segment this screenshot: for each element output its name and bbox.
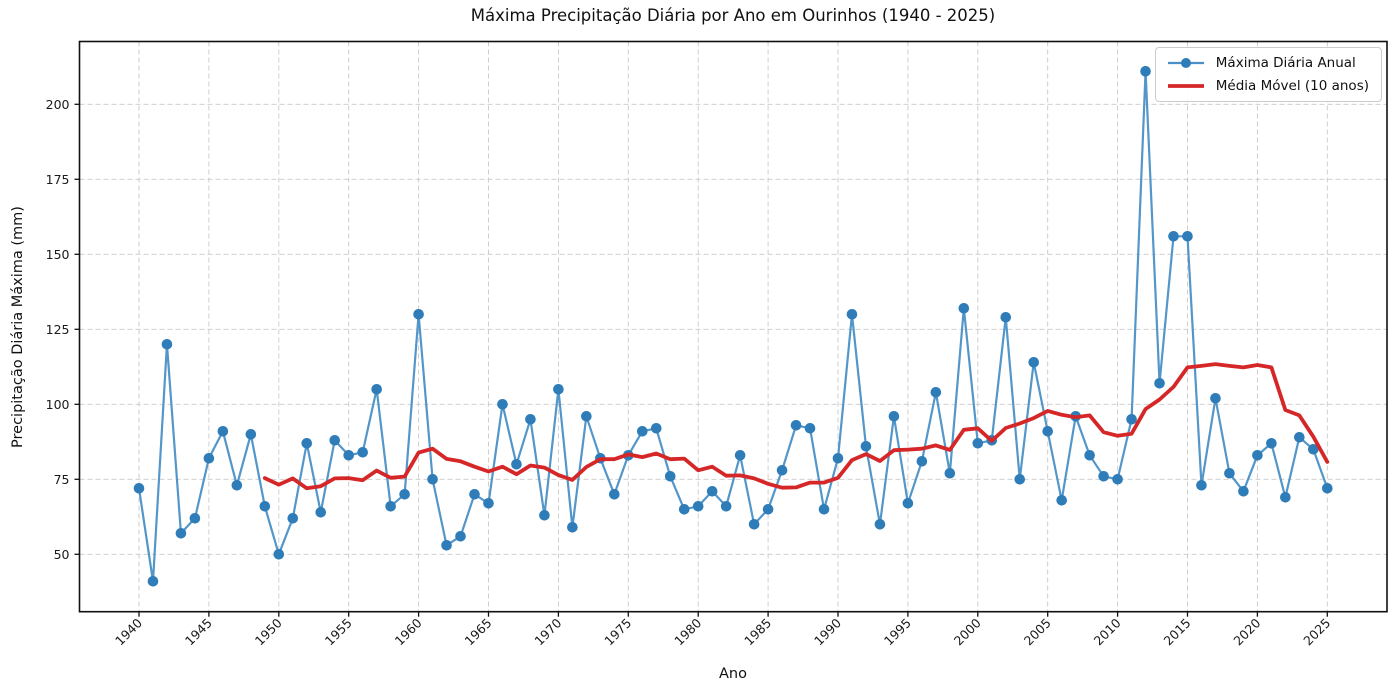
y-tick-label: 150 [46,247,70,262]
legend-label-moving-average: Média Móvel (10 anos) [1215,78,1369,94]
y-tick-label: 125 [46,322,70,337]
x-tick-label: 2020 [1230,615,1263,648]
y-tick-label: 175 [46,172,70,187]
x-axis-label: Ano [719,666,747,682]
x-tick-label: 1945 [182,615,215,648]
x-tick-label: 2025 [1300,615,1333,648]
y-tick-label: 50 [54,547,70,562]
y-axis-label: Precipitação Diária Máxima (mm) [10,206,26,448]
x-tick-label: 2005 [1021,615,1054,648]
x-tick-label: 1995 [881,615,914,648]
grid [79,41,1387,612]
annual-max-line [137,70,1329,583]
y-tick-label: 75 [54,472,70,487]
chart-title: Máxima Precipitação Diária por Ano em Ou… [470,6,996,25]
x-tick-label: 1960 [392,615,425,648]
x-tick-label: 1965 [462,615,495,648]
x-tick-label: 1990 [811,615,844,648]
x-tick-label: 2015 [1161,615,1194,648]
legend-thick-line-icon [1167,84,1204,88]
legend-item-moving-average: Média Móvel (10 anos) [1166,78,1369,94]
axes-spines [78,40,1388,613]
x-tick-label: 1980 [671,615,704,648]
tick-marks [74,103,1328,617]
legend-item-annual: Máxima Diária Anual [1166,55,1369,71]
x-tick-label: 1975 [601,615,634,648]
moving-average-line [262,362,1330,491]
x-tick-label: 1985 [741,615,774,648]
x-tick-label: 2000 [951,615,984,648]
legend-label-annual: Máxima Diária Anual [1215,55,1356,71]
x-tick-label: 1950 [252,615,285,648]
y-tick-label: 200 [46,97,70,112]
legend-line-marker-icon [1167,58,1204,68]
x-tick-label: 1970 [531,615,564,648]
legend: Máxima Diária Anual Média Móvel (10 anos… [1154,47,1382,102]
x-tick-label: 1940 [112,615,145,648]
x-tick-label: 2010 [1091,615,1124,648]
annual-max-markers [133,66,1333,587]
y-tick-label: 100 [46,397,70,412]
x-tick-label: 1955 [322,615,355,648]
